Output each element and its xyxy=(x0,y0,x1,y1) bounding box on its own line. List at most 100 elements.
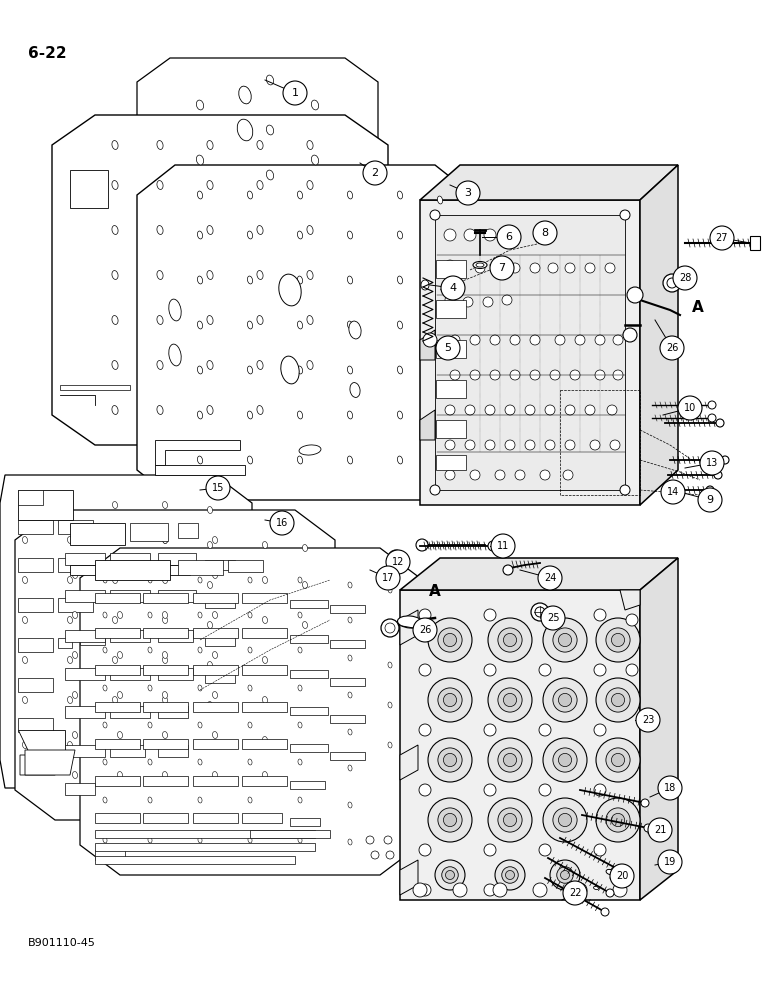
Circle shape xyxy=(443,753,456,767)
Bar xyxy=(95,665,140,675)
Circle shape xyxy=(504,229,516,241)
Polygon shape xyxy=(25,750,75,775)
Bar xyxy=(290,781,325,789)
Ellipse shape xyxy=(476,263,484,267)
Circle shape xyxy=(535,607,545,617)
Bar xyxy=(143,665,188,675)
Text: 25: 25 xyxy=(547,613,559,623)
Text: 1: 1 xyxy=(292,88,299,98)
Ellipse shape xyxy=(112,316,118,324)
Bar xyxy=(18,678,53,692)
Bar xyxy=(330,715,365,723)
Ellipse shape xyxy=(67,537,73,543)
Bar xyxy=(193,593,238,603)
Circle shape xyxy=(541,606,565,630)
Bar xyxy=(330,640,365,648)
Text: 12: 12 xyxy=(392,557,405,567)
Bar xyxy=(242,739,287,749)
Ellipse shape xyxy=(198,612,202,618)
Ellipse shape xyxy=(347,231,353,239)
Ellipse shape xyxy=(247,456,252,464)
Circle shape xyxy=(450,370,460,380)
Circle shape xyxy=(706,486,714,494)
Bar xyxy=(158,630,193,642)
Circle shape xyxy=(627,287,643,303)
Circle shape xyxy=(470,370,480,380)
Circle shape xyxy=(658,850,682,874)
Circle shape xyxy=(456,181,480,205)
Ellipse shape xyxy=(239,86,251,104)
Circle shape xyxy=(376,566,400,590)
Circle shape xyxy=(563,881,587,905)
Circle shape xyxy=(419,609,431,621)
Ellipse shape xyxy=(279,274,301,306)
Ellipse shape xyxy=(73,537,77,543)
Ellipse shape xyxy=(162,692,168,698)
Circle shape xyxy=(678,396,702,420)
Ellipse shape xyxy=(248,837,252,843)
Ellipse shape xyxy=(162,657,168,663)
Ellipse shape xyxy=(349,321,361,339)
Circle shape xyxy=(606,628,630,652)
Ellipse shape xyxy=(198,276,202,284)
Bar xyxy=(95,843,315,851)
Polygon shape xyxy=(420,410,435,440)
Text: 16: 16 xyxy=(276,518,288,528)
Ellipse shape xyxy=(117,652,123,658)
Text: 3: 3 xyxy=(465,188,472,198)
Ellipse shape xyxy=(212,772,218,778)
Ellipse shape xyxy=(148,685,152,691)
Circle shape xyxy=(611,693,625,707)
Circle shape xyxy=(539,724,551,736)
Bar xyxy=(205,560,235,570)
Ellipse shape xyxy=(262,617,268,623)
Ellipse shape xyxy=(297,366,303,374)
Ellipse shape xyxy=(307,361,313,369)
Ellipse shape xyxy=(113,537,117,543)
Circle shape xyxy=(503,753,516,767)
Circle shape xyxy=(550,370,560,380)
Ellipse shape xyxy=(347,276,353,284)
Bar xyxy=(330,752,365,760)
Text: 26: 26 xyxy=(665,343,678,353)
Bar xyxy=(205,636,235,646)
Bar xyxy=(95,560,170,580)
Polygon shape xyxy=(400,745,418,780)
Ellipse shape xyxy=(298,722,302,728)
Ellipse shape xyxy=(198,456,202,464)
Bar xyxy=(242,776,287,786)
Ellipse shape xyxy=(113,657,117,663)
Ellipse shape xyxy=(347,456,353,464)
Circle shape xyxy=(611,813,625,827)
Ellipse shape xyxy=(67,577,73,583)
Ellipse shape xyxy=(67,657,73,663)
Ellipse shape xyxy=(157,181,163,189)
Circle shape xyxy=(503,813,516,827)
Circle shape xyxy=(594,664,606,676)
Bar xyxy=(290,707,328,715)
Circle shape xyxy=(530,335,540,345)
Bar xyxy=(158,590,196,602)
Text: 14: 14 xyxy=(667,487,679,497)
Text: 9: 9 xyxy=(706,495,713,505)
Text: 23: 23 xyxy=(642,715,654,725)
Circle shape xyxy=(506,870,514,880)
Ellipse shape xyxy=(262,772,268,778)
Ellipse shape xyxy=(117,692,123,698)
Bar xyxy=(18,490,43,505)
Ellipse shape xyxy=(169,299,181,321)
Circle shape xyxy=(470,470,480,480)
Circle shape xyxy=(648,818,672,842)
Ellipse shape xyxy=(157,316,163,324)
Ellipse shape xyxy=(198,577,202,583)
Circle shape xyxy=(613,370,623,380)
Ellipse shape xyxy=(348,839,352,845)
Ellipse shape xyxy=(162,697,168,703)
Bar xyxy=(158,706,188,718)
Ellipse shape xyxy=(67,502,73,508)
Circle shape xyxy=(366,836,374,844)
Ellipse shape xyxy=(113,697,117,703)
Text: 28: 28 xyxy=(679,273,691,283)
Circle shape xyxy=(484,784,496,796)
Bar xyxy=(158,553,196,565)
